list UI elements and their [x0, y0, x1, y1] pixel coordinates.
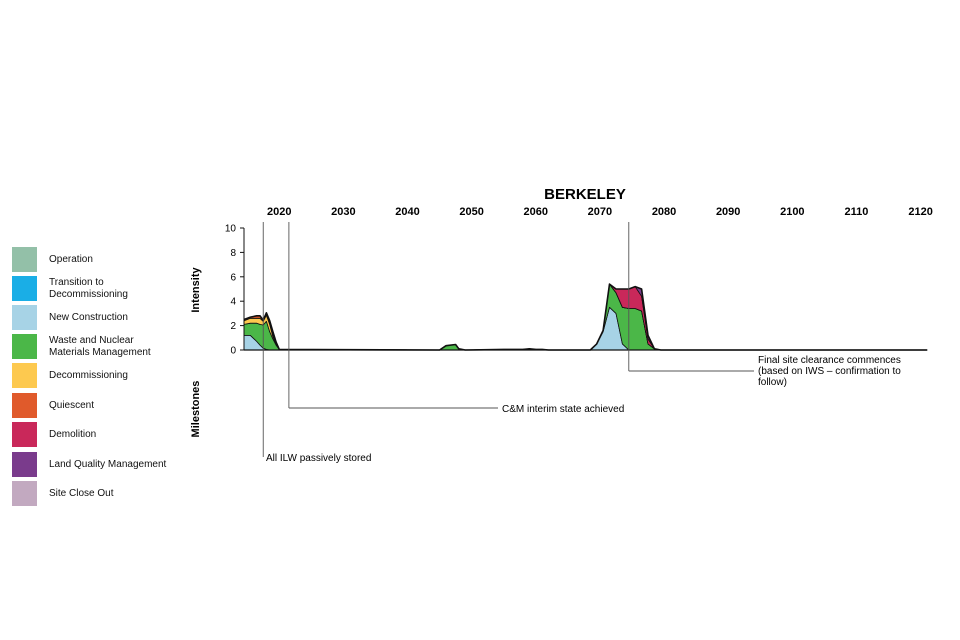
legend-item-land-quality-management: Land Quality Management	[12, 452, 192, 478]
y-tick-label: 2	[230, 321, 236, 332]
legend-item-site-close-out: Site Close Out	[12, 481, 192, 507]
legend-swatch	[12, 393, 37, 418]
area-new-construction	[243, 306, 928, 351]
legend-label: Operation	[49, 254, 93, 265]
y-tick-label: 4	[230, 297, 236, 308]
x-tick-label: 2100	[780, 206, 804, 218]
legend-swatch	[12, 305, 37, 330]
y-tick-label: 0	[230, 346, 236, 357]
legend-label: Site Close Out	[49, 488, 114, 499]
x-tick-label: 2110	[845, 206, 869, 218]
x-tick-label: 2090	[716, 206, 740, 218]
y-tick-label: 8	[230, 248, 236, 259]
legend-label: Transition to Decommissioning	[49, 277, 128, 300]
legend-label: Demolition	[49, 429, 97, 440]
legend-swatch	[12, 422, 37, 447]
area-land-quality-management	[243, 283, 928, 351]
legend-label: Waste and Nuclear Materials Management	[49, 335, 151, 358]
legend-item-decommissioning: Decommissioning	[12, 363, 192, 389]
milestone-label: All ILW passively stored	[266, 453, 371, 464]
x-tick-label: 2040	[395, 206, 419, 218]
y-axis-label: Intensity	[190, 267, 202, 313]
x-tick-label: 2080	[652, 206, 676, 218]
area-layers	[243, 283, 928, 351]
legend-label: Quiescent	[49, 400, 95, 411]
legend-swatch	[12, 452, 37, 477]
legend-label: Decommissioning	[49, 370, 128, 381]
x-tick-label: 2060	[524, 206, 548, 218]
area-quiescent	[243, 283, 928, 351]
legend-swatch	[12, 276, 37, 301]
x-tick-label: 2020	[267, 206, 291, 218]
x-tick-label: 2030	[331, 206, 355, 218]
y-tick-label: 6	[230, 272, 236, 283]
legend-item-operation: Operation	[12, 247, 192, 273]
x-tick-label: 2050	[459, 206, 483, 218]
milestone-label: C&M interim state achieved	[502, 404, 624, 415]
legend-item-transition-to-decommissioning: Transition to Decommissioning	[12, 276, 192, 302]
milestone-markers: All ILW passively stored C&M interim stat…	[262, 222, 901, 464]
legend-swatch	[12, 247, 37, 272]
x-tick-label: 2070	[588, 206, 612, 218]
milestones-axis-label: Milestones	[190, 381, 202, 438]
milestone-label: Final site clearance commences (based on …	[758, 355, 901, 388]
legend-label: Land Quality Management	[49, 459, 167, 470]
area-waste-and-nuclear-materials-management	[243, 283, 928, 351]
legend-item-new-construction: New Construction	[12, 305, 192, 331]
legend-item-demolition: Demolition	[12, 422, 192, 448]
area-demolition	[243, 283, 928, 351]
x-tick-label: 2120	[908, 206, 932, 218]
legend-item-quiescent: Quiescent	[12, 393, 192, 419]
y-tick-label: 10	[225, 224, 237, 235]
legend-swatch	[12, 481, 37, 506]
chart-title: BERKELEY	[544, 186, 626, 203]
area-decommissioning	[243, 283, 928, 351]
legend-swatch	[12, 334, 37, 359]
stack-outline	[243, 283, 927, 351]
legend-swatch	[12, 363, 37, 388]
legend-label: New Construction	[49, 312, 128, 323]
legend-item-waste-and-nuclear-materials-management: Waste and Nuclear Materials Management	[12, 334, 192, 360]
